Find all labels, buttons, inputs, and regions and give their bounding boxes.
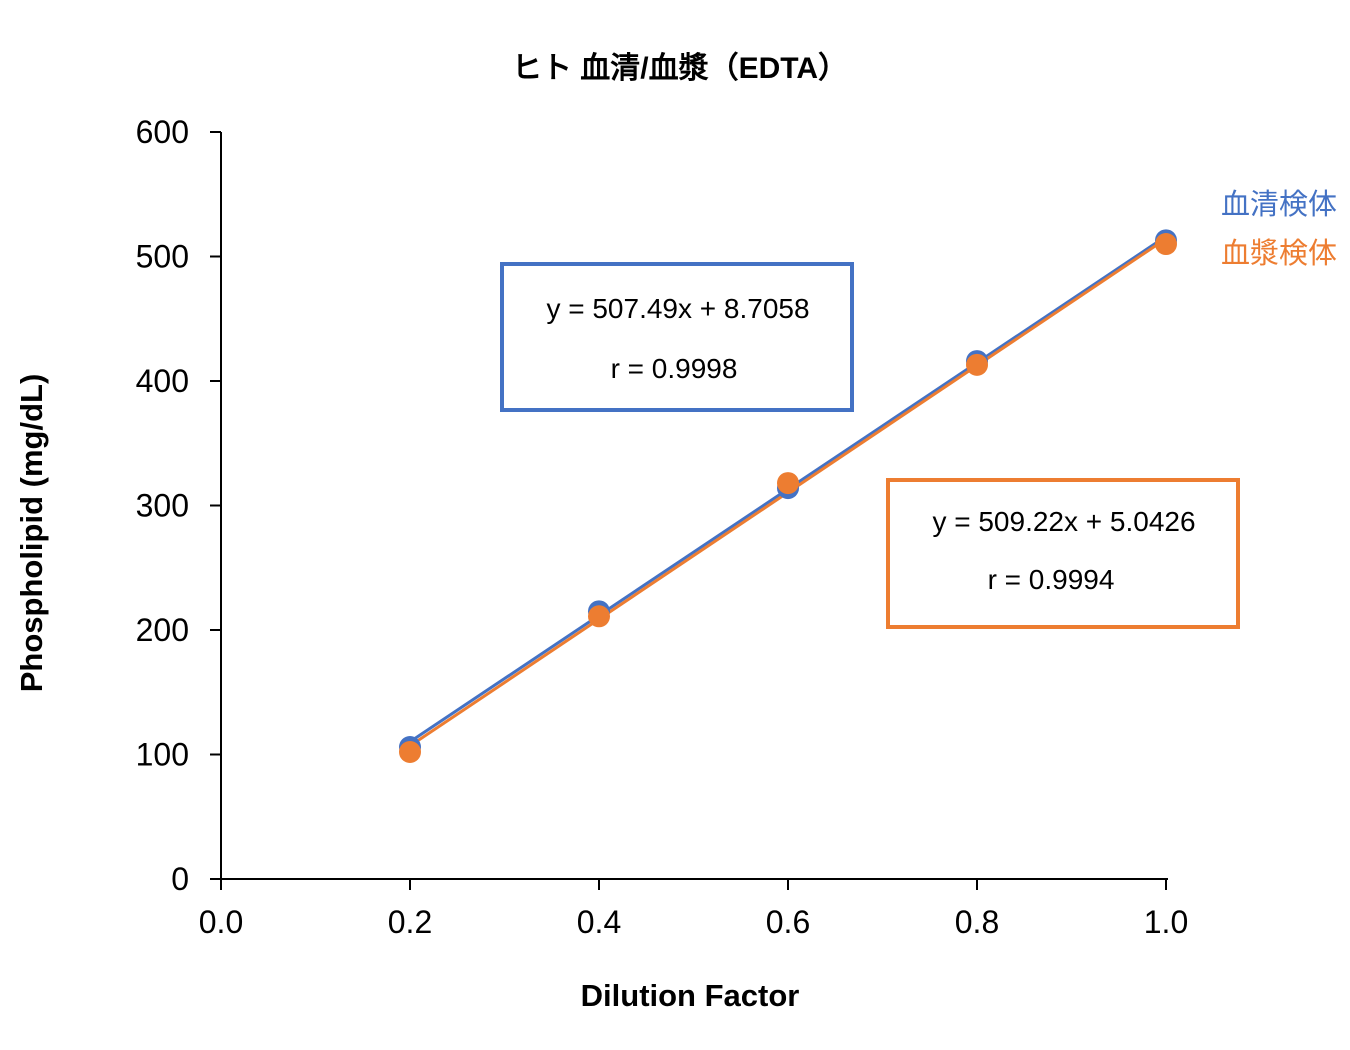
equation-box-serum: y = 507.49x + 8.7058 r = 0.9998 <box>500 262 854 412</box>
legend-plasma: 血漿検体 <box>1221 237 1337 270</box>
x-ticks: 0.0 0.2 0.4 0.6 0.8 1.0 <box>199 879 1188 940</box>
x-tick-label: 0.2 <box>388 904 432 940</box>
legend-serum: 血清検体 <box>1221 188 1337 221</box>
r-value-serum: r = 0.9998 <box>611 353 738 384</box>
r-value-plasma: r = 0.9994 <box>988 564 1115 595</box>
x-axis-title: Dilution Factor <box>581 978 800 1013</box>
x-tick-label: 0.8 <box>955 904 999 940</box>
y-tick-label: 500 <box>136 239 189 275</box>
equation-box-serum-frame <box>500 262 854 412</box>
x-tick-label: 1.0 <box>1144 904 1188 940</box>
equation-serum: y = 507.49x + 8.7058 <box>546 293 809 324</box>
data-point-plasma <box>1155 233 1177 256</box>
data-point-plasma <box>966 353 988 376</box>
chart-title: ヒト 血清/血漿（EDTA） <box>512 51 848 85</box>
equation-box-plasma-frame <box>886 478 1240 629</box>
data-point-plasma <box>588 605 610 628</box>
data-point-plasma <box>399 741 421 764</box>
y-axis-title: Phospholipid (mg/dL) <box>14 374 49 693</box>
x-tick-label: 0.4 <box>577 904 621 940</box>
markers <box>399 229 1177 764</box>
equation-box-plasma: y = 509.22x + 5.0426 r = 0.9994 <box>886 478 1240 629</box>
y-tick-label: 600 <box>136 114 189 150</box>
y-tick-label: 100 <box>136 737 189 773</box>
y-tick-label: 200 <box>136 612 189 648</box>
equation-plasma: y = 509.22x + 5.0426 <box>932 506 1195 537</box>
x-tick-label: 0.6 <box>766 904 810 940</box>
data-point-plasma <box>777 472 799 495</box>
y-tick-label: 300 <box>136 488 189 524</box>
y-ticks: 0 100 200 300 400 500 600 <box>136 114 221 897</box>
y-tick-label: 400 <box>136 363 189 399</box>
x-tick-label: 0.0 <box>199 904 243 940</box>
y-tick-label: 0 <box>171 861 189 897</box>
